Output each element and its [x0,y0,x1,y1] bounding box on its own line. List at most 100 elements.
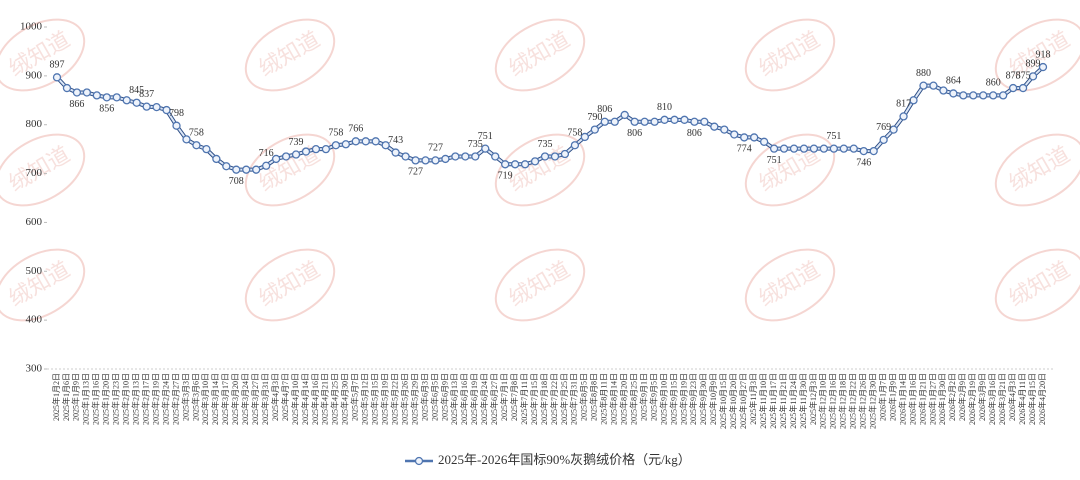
y-tick-label: 700 [26,167,43,179]
y-tick-label: 400 [26,314,43,326]
data-label: 860 [986,78,1001,89]
data-label: 751 [478,131,493,142]
point [461,152,470,161]
x-tick-label: 2026年3月9日 [977,373,987,421]
data-label: 727 [428,143,443,154]
point [411,156,420,165]
x-tick-label: 2025年9月19日 [678,373,688,425]
legend-marker [414,456,424,466]
point [929,81,938,90]
data-label: 766 [348,124,363,135]
data-label: 918 [1036,49,1051,60]
watermark-ring [0,248,86,322]
y-tick-label: 800 [26,118,43,130]
data-label: 758 [189,128,204,139]
x-tick-label: 2026年1月21日 [917,373,927,425]
point [1018,83,1028,93]
point [959,91,968,100]
point [899,112,908,121]
x-tick-label: 2025年1月23日 [111,373,121,425]
point [839,144,848,153]
point [949,89,958,98]
point [630,117,639,126]
point [600,117,609,126]
x-tick-label: 2025年3月27日 [250,373,260,425]
data-label: 751 [826,131,841,142]
x-tick-label: 2025年12月22日 [848,373,858,429]
point [481,144,490,153]
data-label: 716 [259,148,274,159]
x-tick-label: 2026年4月11日 [1017,373,1027,425]
x-tick-label: 2025年8月5日 [579,373,589,421]
x-tick-label: 2025年3月20日 [230,373,240,425]
x-tick-label: 2025年1月6日 [61,373,71,421]
x-tick-label: 2025年7月22日 [549,373,559,425]
x-tick-label: 2025年5月29日 [409,373,419,425]
point [122,96,131,105]
data-label: 899 [1026,59,1041,70]
x-tick-label: 2026年1月9日 [887,373,897,421]
x-tick-label: 2026年2月2日 [947,373,957,421]
point [291,150,301,159]
x-tick-label: 2026年1月7日 [877,373,887,421]
x-tick-label: 2025年3月10日 [200,373,210,425]
watermark-ring [244,18,336,92]
data-label: 758 [328,128,343,139]
x-tick-label: 2025年6月9日 [439,373,449,421]
data-label: 751 [767,155,782,166]
x-tick-label: 2025年9月15日 [668,373,678,425]
point [710,122,719,131]
x-tick-label: 2025年6月16日 [459,373,469,425]
series-line [56,66,1044,171]
point [530,157,540,166]
point [192,141,201,150]
point [132,98,141,107]
point [789,144,799,153]
x-tick-label: 2025年2月19日 [150,373,160,425]
point [610,117,619,126]
point [112,93,121,102]
point [52,73,62,82]
x-tick-label: 2025年12月3日 [808,373,818,425]
point [869,146,878,156]
x-tick-label: 2025年6月3日 [419,373,429,421]
data-label: 806 [687,128,702,139]
x-tick-label: 2025年2月24日 [160,373,170,425]
data-label: 806 [627,128,642,139]
point [580,132,590,142]
point [142,102,151,111]
point [232,165,241,174]
data-label: 864 [946,76,961,87]
data-label: 866 [69,99,84,110]
point [321,144,331,154]
legend-label: 2025年-2026年国标90%灰鹅绒价格（元/kg） [438,452,691,467]
y-tick-label: 900 [26,69,43,81]
x-tick-label: 2025年11月21日 [778,373,788,429]
point [969,91,978,100]
point [441,154,450,164]
point [431,156,440,165]
point [172,121,181,130]
x-tick-label: 2025年10月9日 [708,373,718,425]
point [919,81,928,90]
x-tick-label: 2025年4月10日 [290,373,300,425]
data-label: 837 [139,89,154,100]
watermark-ring [744,18,836,92]
data-label: 806 [597,104,612,115]
x-tick-label: 2025年10月20日 [728,373,738,429]
point [222,162,231,171]
x-tick-label: 2025年6月19日 [469,373,479,425]
x-tick-label: 2025年5月7日 [350,373,360,421]
point [262,161,271,170]
x-tick-label: 2025年4月3日 [270,373,280,421]
data-label: 735 [538,139,553,150]
x-tick-label: 2025年5月26日 [399,373,409,425]
point [331,141,341,150]
x-tick-label: 2025年1月9日 [71,373,81,421]
x-tick-label: 2025年9月1日 [638,373,648,421]
x-tick-label: 2025年3月3日 [180,373,190,421]
point [540,152,550,161]
data-label: 790 [587,112,602,123]
point [740,133,749,142]
x-tick-label: 2025年7月25日 [559,373,569,425]
